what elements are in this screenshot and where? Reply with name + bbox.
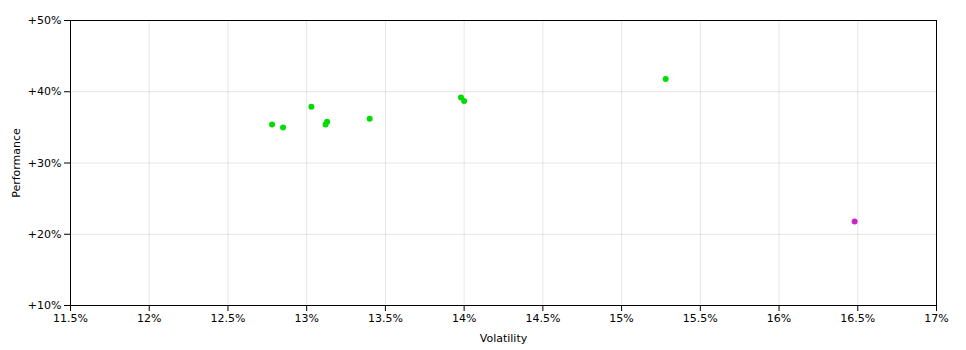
svg-text:13%: 13% (294, 312, 318, 325)
svg-text:13.5%: 13.5% (368, 312, 403, 325)
svg-text:15.5%: 15.5% (683, 312, 718, 325)
svg-text:Volatility: Volatility (480, 332, 528, 345)
svg-text:11.5%: 11.5% (53, 312, 88, 325)
svg-text:+40%: +40% (28, 85, 62, 98)
svg-text:14%: 14% (452, 312, 476, 325)
svg-text:+30%: +30% (28, 157, 62, 170)
svg-text:Performance: Performance (10, 128, 23, 198)
svg-text:+10%: +10% (28, 299, 62, 312)
svg-text:16%: 16% (767, 312, 791, 325)
svg-text:16.5%: 16.5% (840, 312, 875, 325)
svg-text:12%: 12% (137, 312, 161, 325)
svg-text:17%: 17% (924, 312, 948, 325)
svg-text:+20%: +20% (28, 228, 62, 241)
svg-text:15%: 15% (609, 312, 633, 325)
svg-text:+50%: +50% (28, 14, 62, 27)
svg-text:14.5%: 14.5% (525, 312, 560, 325)
svg-text:12.5%: 12.5% (210, 312, 245, 325)
